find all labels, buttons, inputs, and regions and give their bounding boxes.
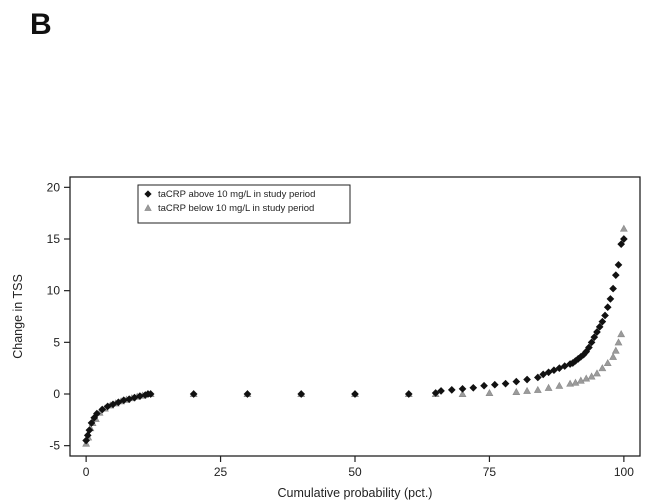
data-point — [585, 343, 593, 352]
data-point — [146, 390, 155, 398]
y-tick-label: 15 — [47, 232, 61, 246]
data-points — [82, 224, 628, 447]
data-point — [603, 303, 612, 312]
data-point — [480, 381, 488, 390]
ticks: -5 0 5 10 15 20 0 25 50 75 100 — [47, 180, 635, 479]
legend: taCRP above 10 mg/L in study period taCRP… — [137, 184, 351, 224]
data-point — [544, 368, 553, 377]
data-point — [243, 390, 252, 398]
data-point — [603, 358, 612, 367]
data-point — [576, 376, 585, 384]
x-tick-label: 100 — [614, 465, 634, 479]
data-point — [437, 387, 445, 395]
data-point — [555, 364, 564, 372]
data-point — [93, 409, 101, 418]
data-point — [109, 400, 117, 409]
legend-marker — [144, 204, 152, 211]
x-axis-label: Cumulative probability (pct.) — [278, 486, 433, 500]
data-point — [566, 379, 575, 387]
data-point — [611, 346, 620, 354]
data-point — [85, 426, 94, 434]
data-point — [533, 385, 542, 393]
data-point — [114, 398, 123, 407]
data-point — [595, 323, 604, 331]
data-point — [501, 379, 510, 388]
data-point — [447, 386, 456, 394]
x-tick-label: 75 — [483, 465, 497, 479]
data-point — [469, 383, 478, 392]
data-point — [571, 378, 580, 386]
data-point — [82, 436, 90, 445]
data-point — [582, 374, 591, 382]
y-tick-label: 10 — [47, 284, 61, 298]
data-point — [609, 284, 617, 293]
y-tick-label: 0 — [53, 387, 60, 401]
y-tick-label: 5 — [53, 335, 60, 349]
data-point — [606, 295, 615, 303]
data-point — [611, 271, 620, 279]
data-point — [590, 333, 599, 341]
data-point — [617, 330, 626, 338]
data-point — [523, 375, 531, 384]
y-axis-label: Change in TSS — [11, 274, 25, 359]
data-point — [617, 240, 626, 248]
data-point — [404, 390, 413, 398]
data-point — [490, 380, 499, 389]
legend-label: taCRP above 10 mg/L in study period — [158, 189, 315, 200]
data-point — [297, 390, 306, 398]
data-point — [560, 362, 569, 370]
data-point — [458, 385, 467, 393]
data-point — [512, 387, 521, 395]
y-tick-label: 20 — [47, 180, 61, 194]
data-point — [620, 235, 628, 243]
data-point — [601, 311, 609, 320]
x-tick-label: 25 — [214, 465, 228, 479]
data-point — [550, 366, 558, 375]
data-point — [485, 388, 494, 396]
y-tick-label: -5 — [49, 439, 60, 453]
data-point — [619, 224, 628, 232]
legend-label: taCRP below 10 mg/L in study period — [158, 203, 314, 214]
data-point — [512, 377, 521, 386]
data-point — [189, 390, 198, 398]
data-point — [593, 369, 601, 377]
data-point — [593, 328, 601, 336]
data-point — [614, 261, 623, 269]
data-point — [544, 383, 553, 391]
legend-marker — [144, 190, 152, 198]
data-point — [351, 390, 359, 398]
x-tick-label: 0 — [83, 465, 90, 479]
data-point — [614, 338, 623, 346]
panel-label: B — [30, 8, 52, 41]
data-point — [98, 405, 107, 414]
data-point — [598, 317, 607, 326]
legend-box — [137, 184, 351, 224]
data-point — [523, 386, 531, 394]
data-point — [458, 389, 467, 398]
data-point — [534, 373, 542, 382]
data-point — [431, 389, 440, 397]
data-point — [598, 364, 607, 372]
data-point — [609, 352, 618, 360]
data-point — [103, 402, 112, 411]
x-tick-label: 50 — [348, 465, 362, 479]
data-point — [555, 381, 564, 389]
data-point — [87, 419, 96, 427]
data-point — [539, 370, 548, 379]
data-point — [587, 338, 596, 347]
